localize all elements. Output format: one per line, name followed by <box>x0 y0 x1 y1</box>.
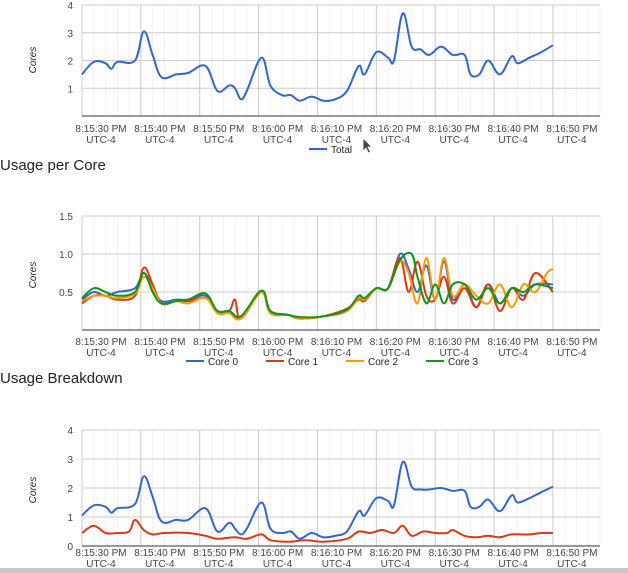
x-tick-label: 8:15:50 PM <box>193 124 244 135</box>
x-tick-label: 8:15:40 PM <box>134 548 185 559</box>
x-tick-tz: UTC-4 <box>86 348 116 359</box>
x-tick-tz: UTC-4 <box>498 135 528 146</box>
x-tick-label: 8:15:40 PM <box>134 124 185 135</box>
y-axis-label: Cores <box>28 477 39 504</box>
x-tick-label: 8:16:10 PM <box>311 548 362 559</box>
x-tick-label: 8:15:40 PM <box>134 337 185 348</box>
x-tick-tz: UTC-4 <box>439 135 469 146</box>
x-tick-tz: UTC-4 <box>557 135 587 146</box>
horizontal-scrollbar[interactable] <box>0 568 628 573</box>
series-line-total <box>81 12 554 102</box>
x-tick-tz: UTC-4 <box>263 348 293 359</box>
legend: Core 0 Core 1 Core 2 Core 3 <box>186 357 478 368</box>
x-tick-label: 8:16:50 PM <box>546 548 597 559</box>
x-tick-tz: UTC-4 <box>86 135 116 146</box>
x-tick-label: 8:15:50 PM <box>193 548 244 559</box>
x-tick-tz: UTC-4 <box>204 559 234 570</box>
x-tick-label: 8:16:40 PM <box>487 337 538 348</box>
legend-label: Core 0 <box>208 357 238 368</box>
x-tick-tz: UTC-4 <box>204 348 234 359</box>
x-tick-label: 8:16:00 PM <box>252 548 303 559</box>
series-line-core-2 <box>81 256 554 321</box>
x-tick-tz: UTC-4 <box>381 135 411 146</box>
mouse-cursor-icon <box>362 137 373 154</box>
x-tick-label: 8:15:50 PM <box>193 337 244 348</box>
x-tick-tz: UTC-4 <box>145 135 175 146</box>
x-tick-tz: UTC-4 <box>322 559 352 570</box>
y-tick-label: 4 <box>67 1 73 12</box>
x-tick-label: 8:16:20 PM <box>370 124 421 135</box>
x-tick-label: 8:16:40 PM <box>487 548 538 559</box>
x-tick-tz: UTC-4 <box>322 135 352 146</box>
x-tick-tz: UTC-4 <box>498 559 528 570</box>
section-title-usage-per-core: Usage per Core <box>0 157 106 174</box>
x-tick-label: 8:16:20 PM <box>370 337 421 348</box>
x-tick-tz: UTC-4 <box>263 559 293 570</box>
x-tick-tz: UTC-4 <box>145 559 175 570</box>
x-tick-label: 8:16:20 PM <box>370 548 421 559</box>
x-tick-tz: UTC-4 <box>557 559 587 570</box>
x-tick-tz: UTC-4 <box>439 348 469 359</box>
series-line-core-3 <box>81 251 554 319</box>
x-tick-label: 8:16:30 PM <box>429 337 480 348</box>
y-tick-label: 3 <box>67 455 73 466</box>
y-tick-label: 2 <box>67 484 73 495</box>
x-tick-tz: UTC-4 <box>204 135 234 146</box>
x-tick-tz: UTC-4 <box>145 348 175 359</box>
x-tick-tz: UTC-4 <box>439 559 469 570</box>
legend-label: Core 3 <box>448 357 478 368</box>
x-tick-label: 8:16:40 PM <box>487 124 538 135</box>
x-tick-label: 8:15:30 PM <box>75 124 126 135</box>
x-tick-label: 8:16:30 PM <box>429 548 480 559</box>
x-tick-label: 8:15:30 PM <box>75 337 126 348</box>
x-tick-label: 8:16:00 PM <box>252 124 303 135</box>
y-tick-label: 1.5 <box>59 212 73 223</box>
x-tick-label: 8:16:10 PM <box>311 124 362 135</box>
y-axis-label: Cores <box>28 47 39 74</box>
y-tick-label: 1 <box>67 84 73 95</box>
x-tick-tz: UTC-4 <box>86 559 116 570</box>
legend-label: Core 1 <box>288 357 318 368</box>
x-tick-label: 8:16:10 PM <box>311 337 362 348</box>
legend-label: Core 2 <box>368 357 398 368</box>
y-tick-label: 1 <box>67 513 73 524</box>
x-tick-tz: UTC-4 <box>381 348 411 359</box>
y-axis-label: Cores <box>28 262 39 289</box>
x-tick-tz: UTC-4 <box>381 559 411 570</box>
x-tick-label: 8:16:50 PM <box>546 337 597 348</box>
x-tick-label: 8:16:00 PM <box>252 337 303 348</box>
y-tick-label: 2 <box>67 57 73 68</box>
x-tick-tz: UTC-4 <box>322 348 352 359</box>
y-tick-label: 0.5 <box>59 288 73 299</box>
x-tick-label: 8:15:30 PM <box>75 548 126 559</box>
series-line-system <box>81 518 553 543</box>
y-tick-label: 1.0 <box>59 250 73 261</box>
x-tick-tz: UTC-4 <box>498 348 528 359</box>
y-tick-label: 0 <box>67 542 73 553</box>
x-tick-label: 8:16:50 PM <box>546 124 597 135</box>
legend-label: Total <box>331 145 352 156</box>
y-tick-label: 4 <box>67 426 73 437</box>
legend: Total <box>309 145 352 156</box>
x-tick-label: 8:16:30 PM <box>429 124 480 135</box>
y-tick-label: 3 <box>67 29 73 40</box>
x-tick-tz: UTC-4 <box>263 135 293 146</box>
section-title-usage-breakdown: Usage Breakdown <box>0 370 123 387</box>
x-tick-tz: UTC-4 <box>557 348 587 359</box>
series-line-user <box>81 460 554 540</box>
